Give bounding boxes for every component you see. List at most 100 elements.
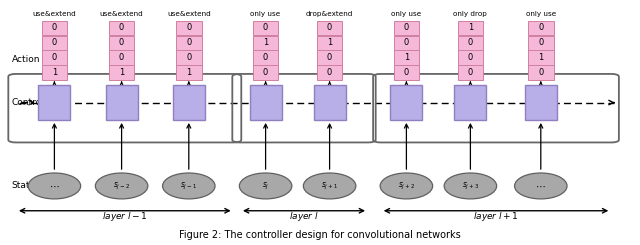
Text: $s_{j+1}$: $s_{j+1}$ <box>321 180 338 192</box>
Text: 0: 0 <box>327 23 332 32</box>
Text: 0: 0 <box>468 38 473 47</box>
Text: $s_{j+2}$: $s_{j+2}$ <box>398 180 415 192</box>
Text: 1: 1 <box>186 68 191 77</box>
Text: $s_{j-1}$: $s_{j-1}$ <box>180 180 197 192</box>
Text: 0: 0 <box>186 23 191 32</box>
FancyBboxPatch shape <box>394 21 419 35</box>
FancyBboxPatch shape <box>394 50 419 65</box>
Ellipse shape <box>515 173 567 199</box>
Text: 0: 0 <box>119 38 124 47</box>
Text: Action: Action <box>12 55 40 64</box>
Text: 0: 0 <box>538 68 543 77</box>
Ellipse shape <box>303 173 356 199</box>
Text: 0: 0 <box>119 53 124 62</box>
FancyBboxPatch shape <box>390 85 422 120</box>
FancyBboxPatch shape <box>394 65 419 80</box>
Ellipse shape <box>28 173 81 199</box>
Text: 0: 0 <box>538 38 543 47</box>
FancyBboxPatch shape <box>42 36 67 50</box>
Text: $s_j$: $s_j$ <box>262 180 269 192</box>
FancyBboxPatch shape <box>317 36 342 50</box>
Text: 0: 0 <box>263 53 268 62</box>
Text: layer $l-1$: layer $l-1$ <box>102 210 148 223</box>
FancyBboxPatch shape <box>314 85 346 120</box>
Text: 0: 0 <box>263 23 268 32</box>
Text: $\cdots$: $\cdots$ <box>536 181 546 191</box>
Text: only use: only use <box>250 11 281 17</box>
FancyBboxPatch shape <box>458 65 483 80</box>
Text: $s_{j-2}$: $s_{j-2}$ <box>113 180 130 192</box>
Text: 0: 0 <box>52 38 57 47</box>
Text: State: State <box>12 182 36 190</box>
Text: drop&extend: drop&extend <box>306 11 353 17</box>
Text: 1: 1 <box>119 68 124 77</box>
FancyBboxPatch shape <box>173 85 205 120</box>
Text: 1: 1 <box>538 53 543 62</box>
Text: 0: 0 <box>468 68 473 77</box>
Text: 0: 0 <box>52 23 57 32</box>
FancyBboxPatch shape <box>525 85 557 120</box>
Text: $\cdots$: $\cdots$ <box>49 181 60 191</box>
Text: only drop: only drop <box>454 11 487 17</box>
Text: use&extend: use&extend <box>167 11 211 17</box>
FancyBboxPatch shape <box>317 50 342 65</box>
FancyBboxPatch shape <box>176 65 202 80</box>
Ellipse shape <box>95 173 148 199</box>
Text: layer $l+1$: layer $l+1$ <box>473 210 519 223</box>
FancyBboxPatch shape <box>454 85 486 120</box>
Text: 0: 0 <box>327 68 332 77</box>
FancyBboxPatch shape <box>109 36 134 50</box>
FancyBboxPatch shape <box>528 50 554 65</box>
FancyBboxPatch shape <box>528 21 554 35</box>
FancyBboxPatch shape <box>253 50 278 65</box>
FancyBboxPatch shape <box>109 65 134 80</box>
Text: 0: 0 <box>404 38 409 47</box>
FancyBboxPatch shape <box>317 65 342 80</box>
Text: Figure 2: The controller design for convolutional networks: Figure 2: The controller design for conv… <box>179 230 461 240</box>
Text: layer $l$: layer $l$ <box>289 210 319 223</box>
Text: 0: 0 <box>186 38 191 47</box>
Ellipse shape <box>444 173 497 199</box>
FancyBboxPatch shape <box>109 50 134 65</box>
FancyBboxPatch shape <box>458 36 483 50</box>
Text: 0: 0 <box>186 53 191 62</box>
Text: 0: 0 <box>404 23 409 32</box>
Text: 0: 0 <box>119 23 124 32</box>
FancyBboxPatch shape <box>106 85 138 120</box>
Text: 0: 0 <box>404 68 409 77</box>
Text: 0: 0 <box>327 53 332 62</box>
Text: 0: 0 <box>468 53 473 62</box>
Text: 1: 1 <box>404 53 409 62</box>
Text: 1: 1 <box>327 38 332 47</box>
FancyBboxPatch shape <box>38 85 70 120</box>
FancyBboxPatch shape <box>250 85 282 120</box>
FancyBboxPatch shape <box>528 36 554 50</box>
Text: 1: 1 <box>468 23 473 32</box>
Text: 1: 1 <box>52 68 57 77</box>
FancyBboxPatch shape <box>176 50 202 65</box>
FancyBboxPatch shape <box>528 65 554 80</box>
FancyBboxPatch shape <box>253 36 278 50</box>
FancyBboxPatch shape <box>253 21 278 35</box>
Text: 1: 1 <box>263 38 268 47</box>
Ellipse shape <box>380 173 433 199</box>
Text: only use: only use <box>525 11 556 17</box>
FancyBboxPatch shape <box>458 21 483 35</box>
Text: use&extend: use&extend <box>100 11 143 17</box>
Text: 0: 0 <box>263 68 268 77</box>
FancyBboxPatch shape <box>42 21 67 35</box>
FancyBboxPatch shape <box>176 21 202 35</box>
FancyBboxPatch shape <box>394 36 419 50</box>
FancyBboxPatch shape <box>317 21 342 35</box>
Text: Controller: Controller <box>12 98 56 107</box>
FancyBboxPatch shape <box>176 36 202 50</box>
Ellipse shape <box>239 173 292 199</box>
Text: 0: 0 <box>538 23 543 32</box>
Text: only use: only use <box>391 11 422 17</box>
Text: 0: 0 <box>52 53 57 62</box>
Ellipse shape <box>163 173 215 199</box>
Text: use&extend: use&extend <box>33 11 76 17</box>
FancyBboxPatch shape <box>109 21 134 35</box>
Text: $s_{j+3}$: $s_{j+3}$ <box>462 180 479 192</box>
FancyBboxPatch shape <box>458 50 483 65</box>
